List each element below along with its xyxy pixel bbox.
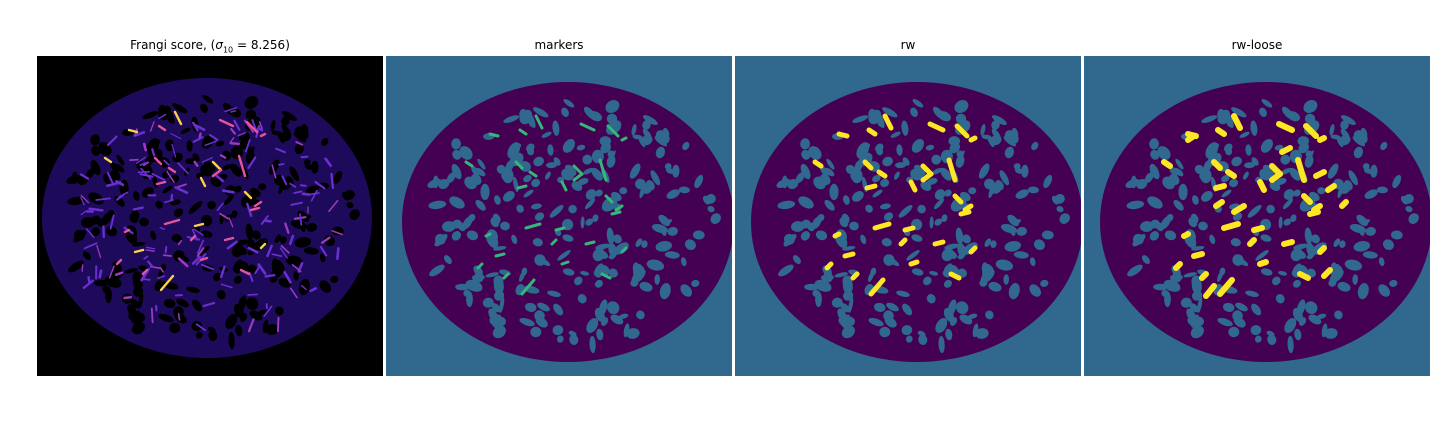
panel-title-rw: rw	[900, 38, 916, 52]
markers-image	[386, 56, 732, 376]
panel-markers	[386, 56, 732, 376]
panel-title-frangi: Frangi score, (σ10 = 8.256)	[130, 38, 290, 55]
panel-rw-loose	[1084, 56, 1430, 376]
panel-title-rw-loose: rw-loose	[1231, 38, 1283, 52]
panel-title-markers: markers	[534, 38, 584, 52]
rw-image	[735, 56, 1081, 376]
panel-frangi	[37, 56, 383, 376]
rw-loose-image	[1084, 56, 1430, 376]
frangi-image	[37, 56, 383, 376]
panel-rw	[735, 56, 1081, 376]
